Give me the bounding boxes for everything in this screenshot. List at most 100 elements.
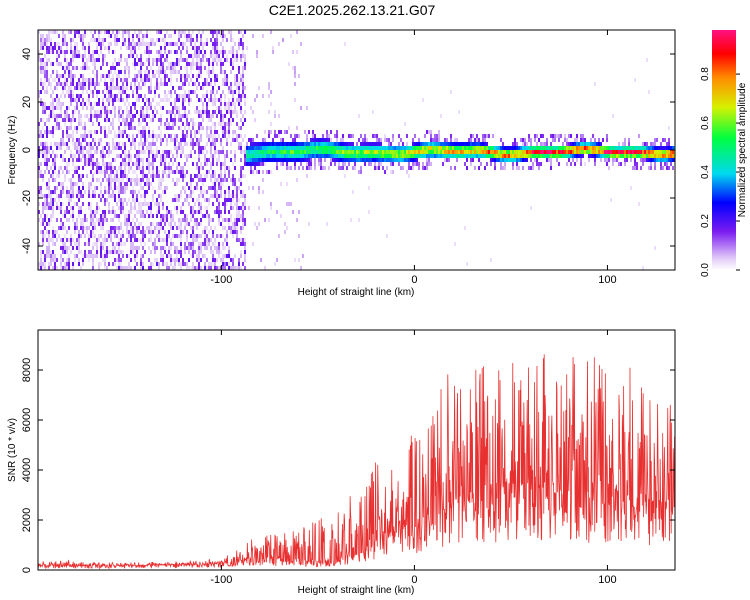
spectrogram-cell <box>100 218 102 222</box>
spectrogram-cell <box>58 54 60 58</box>
spectrogram-cell <box>42 134 44 138</box>
spectrogram-cell <box>136 238 138 242</box>
spectrogram-cell <box>66 146 68 150</box>
spectrogram-cell <box>168 254 170 258</box>
spectrogram-cell <box>424 166 426 170</box>
spectrogram-cell <box>620 154 622 158</box>
spectrogram-cell <box>186 218 188 222</box>
spectrogram-cell <box>102 154 104 158</box>
spectrogram-cell <box>428 130 430 134</box>
spectrogram-cell <box>74 54 76 58</box>
spectrogram-cell <box>478 166 480 170</box>
spectrogram-cell <box>654 146 656 150</box>
spectrogram-cell <box>88 206 90 210</box>
spectrogram-cell <box>64 70 66 74</box>
spectrogram-cell <box>110 110 112 114</box>
spectrogram-cell <box>310 146 312 150</box>
spectrogram-cell <box>588 142 590 146</box>
spectrogram-cell <box>284 154 286 158</box>
spectrogram-cell <box>254 162 256 166</box>
spectrogram-cell <box>104 146 106 150</box>
spectrogram-cell <box>510 158 512 162</box>
spectrogram-cell <box>228 250 230 254</box>
spectrogram-cell <box>148 166 150 170</box>
spectrogram-cell <box>44 142 46 146</box>
spectrogram-cell <box>76 94 78 98</box>
spectrogram-cell <box>486 142 488 146</box>
spectrogram-cell <box>618 142 620 146</box>
spectrogram-cell <box>90 170 92 174</box>
spectrogram-cell <box>148 214 150 218</box>
spectrogram-cell <box>358 138 360 142</box>
spectrogram-cell <box>234 78 236 82</box>
spectrogram-cell <box>56 186 58 190</box>
spectrogram-cell <box>186 134 188 138</box>
spectrogram-cell <box>192 198 194 202</box>
spectrogram-cell <box>150 174 152 178</box>
spectrogram-cell <box>580 138 582 142</box>
spectrogram-cell <box>130 154 132 158</box>
spectrogram-cell <box>104 186 106 190</box>
spectrogram-cell <box>306 158 308 162</box>
spectrogram-cell <box>278 42 280 46</box>
spectrogram-cell <box>56 174 58 178</box>
spectrogram-cell <box>160 250 162 254</box>
spectrogram-cell <box>110 194 112 198</box>
spectrogram-cell <box>496 146 498 150</box>
spectrogram-cell <box>580 134 582 138</box>
spectrogram-cell <box>130 206 132 210</box>
spectrogram-cell <box>68 210 70 214</box>
spectrogram-cell <box>592 150 594 154</box>
spectrogram-cell <box>212 174 214 178</box>
spectrogram-cell <box>100 262 102 266</box>
spectrogram-cell <box>110 90 112 94</box>
spectrogram-cell <box>136 226 138 230</box>
spectrogram-cell <box>92 266 94 270</box>
spectrogram-cell <box>114 66 116 70</box>
spectrogram-cell <box>216 30 218 34</box>
spectrogram-cell <box>196 174 198 178</box>
spectrogram-cell <box>220 174 222 178</box>
spectrogram-cell <box>186 182 188 186</box>
spectrogram-cell <box>170 50 172 54</box>
spectrogram-cell <box>226 122 228 126</box>
spectrogram-cell <box>88 158 90 162</box>
spectrogram-cell <box>62 222 64 226</box>
spectrogram-cell <box>144 130 146 134</box>
spectrogram-cell <box>574 142 576 146</box>
spectrogram-cell <box>178 86 180 90</box>
spectrogram-cell <box>218 234 220 238</box>
spectrogram-cell <box>158 38 160 42</box>
snr-x-tick-label: 0 <box>411 574 417 586</box>
spectrogram-cell <box>140 70 142 74</box>
spectrogram-cell <box>66 126 68 130</box>
spectrogram-cell <box>166 42 168 46</box>
spectrogram-cell <box>80 266 82 270</box>
spectrogram-cell <box>130 54 132 58</box>
spectrogram-cell <box>228 226 230 230</box>
spectrogram-cell <box>380 138 382 142</box>
spectrogram-cell <box>98 162 100 166</box>
spectrogram-cell <box>244 266 246 270</box>
spectrogram-cell <box>240 106 242 110</box>
spectrogram-cell <box>52 174 54 178</box>
spectrogram-cell <box>246 150 248 154</box>
spectrogram-cell <box>192 74 194 78</box>
spectrogram-cell <box>124 150 126 154</box>
spectrogram-cell <box>58 206 60 210</box>
spectrogram-cell <box>278 158 280 162</box>
spectrogram-cell <box>114 262 116 266</box>
spectrogram-cell <box>210 98 212 102</box>
spectrogram-cell <box>60 238 62 242</box>
spectrogram-cell <box>664 146 666 150</box>
spectrogram-cell <box>70 46 72 50</box>
spectrogram-cell <box>668 158 670 162</box>
spectrogram-cell <box>108 154 110 158</box>
spectrogram-cell <box>484 146 486 150</box>
spectrogram-cell <box>576 146 578 150</box>
spectrogram-cell <box>188 258 190 262</box>
spectrogram-cell <box>108 126 110 130</box>
spectrogram-cell <box>158 30 160 34</box>
spectrogram-cell <box>42 238 44 242</box>
spectrogram-cell <box>298 74 300 78</box>
